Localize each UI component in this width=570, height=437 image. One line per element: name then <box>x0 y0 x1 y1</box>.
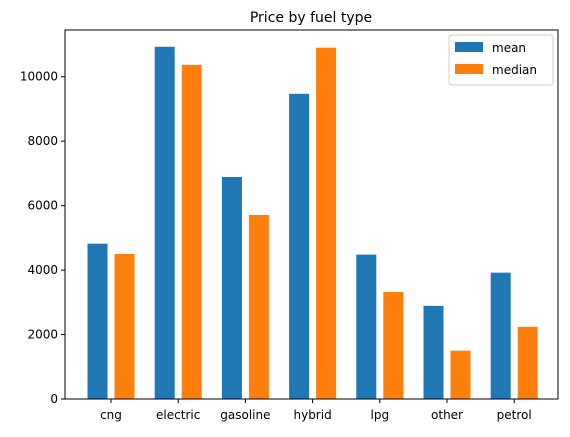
bar-mean-lpg <box>356 254 377 399</box>
y-tick-label-6000: 6000 <box>27 199 58 213</box>
bar-mean-petrol <box>490 272 511 399</box>
bar-mean-gasoline <box>221 176 242 399</box>
x-tick-label-cng: cng <box>100 408 122 422</box>
y-tick-label-10000: 10000 <box>20 70 58 84</box>
x-tick-label-hybrid: hybrid <box>293 408 331 422</box>
bar-median-electric <box>181 64 202 399</box>
bar-median-gasoline <box>248 214 269 399</box>
x-tick-label-other: other <box>431 408 463 422</box>
y-tick-label-0: 0 <box>50 392 58 406</box>
legend-label-median: median <box>492 63 537 77</box>
x-tick-label-lpg: lpg <box>371 408 390 422</box>
bar-mean-electric <box>154 46 175 399</box>
bar-mean-hybrid <box>289 93 310 399</box>
bar-median-petrol <box>517 326 538 399</box>
x-tick-label-gasoline: gasoline <box>220 408 270 422</box>
bar-mean-other <box>423 305 444 399</box>
x-axis: cng electric gasoline hybrid lpg other petrol <box>100 399 532 422</box>
bar-median-cng <box>114 253 135 399</box>
plot-area-frame <box>64 29 559 400</box>
bars-layer <box>87 46 538 399</box>
legend: mean median <box>448 34 554 86</box>
x-tick-label-petrol: petrol <box>497 408 532 422</box>
bar-median-hybrid <box>316 47 337 399</box>
y-tick-label-8000: 8000 <box>27 134 58 148</box>
y-tick-label-4000: 4000 <box>27 263 58 277</box>
y-tick-label-2000: 2000 <box>27 328 58 342</box>
legend-label-mean: mean <box>492 41 526 55</box>
chart-title: Price by fuel type <box>250 10 372 26</box>
bar-mean-cng <box>87 243 108 399</box>
legend-swatch-mean <box>455 42 483 52</box>
x-tick-label-electric: electric <box>156 408 200 422</box>
bar-median-other <box>450 350 471 399</box>
legend-swatch-median <box>455 64 483 74</box>
bar-median-lpg <box>383 292 404 399</box>
y-axis: 0 2000 4000 6000 8000 10000 <box>20 70 65 406</box>
